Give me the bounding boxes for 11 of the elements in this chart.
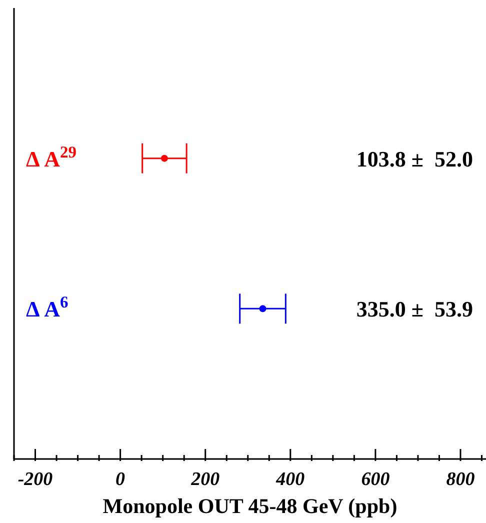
x-axis-title: Monopole OUT 45-48 GeV (ppb): [102, 494, 398, 518]
x-tick-label: 400: [275, 469, 306, 490]
annotation: 335.0 ± 53.9: [356, 296, 473, 322]
x-tick-label: 800: [446, 469, 476, 490]
x-tick-label: 600: [361, 469, 390, 490]
x-tick-label: -200: [18, 469, 54, 490]
annotation: 103.8 ± 52.0: [356, 146, 473, 172]
y-tick-label: Δ A$^{6}$: [26, 292, 68, 322]
x-tick-label: 0: [116, 469, 126, 490]
y-tick-label: Δ A$^{29}$: [26, 142, 76, 172]
x-tick-label: 200: [190, 469, 220, 490]
